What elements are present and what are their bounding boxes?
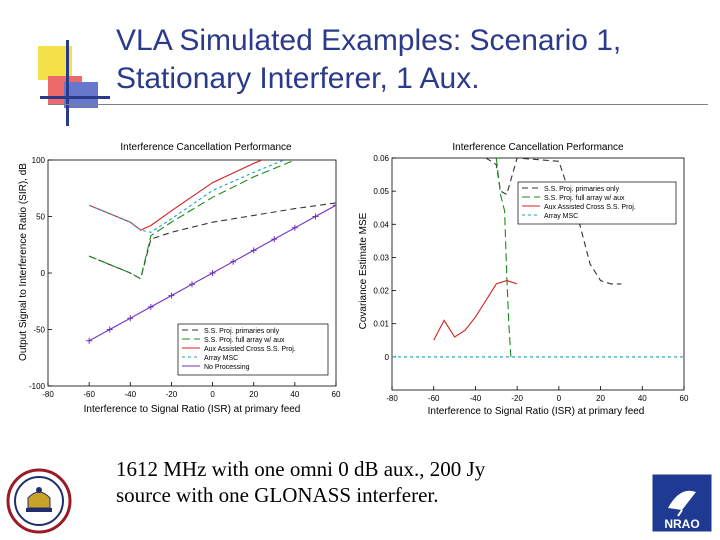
x-tick-label: 0 bbox=[557, 394, 562, 403]
data-point-marker bbox=[209, 270, 216, 276]
legend-label: Aux Assisted Cross S.S. Proj. bbox=[544, 204, 636, 211]
data-point-marker bbox=[147, 303, 154, 310]
data-point-marker bbox=[86, 337, 93, 344]
x-tick-label: -60 bbox=[83, 390, 95, 399]
y-tick-label: 0.06 bbox=[373, 154, 389, 163]
x-tick-label: -60 bbox=[428, 394, 440, 403]
data-point-marker bbox=[168, 292, 175, 299]
x-tick-label: -80 bbox=[42, 390, 54, 399]
legend-label: S.S. Proj. primaries only bbox=[544, 186, 620, 193]
data-point-marker bbox=[189, 281, 195, 288]
mse-chart: Interference Cancellation Performance Co… bbox=[358, 142, 689, 417]
y-tick-label: 50 bbox=[36, 213, 45, 222]
x-axis-label: Interference to Signal Ratio (ISR) at pr… bbox=[428, 406, 645, 417]
nrao-logo-icon: NRAO bbox=[652, 474, 712, 532]
chart-legend: S.S. Proj. primaries only S.S. Proj. full… bbox=[177, 323, 329, 376]
y-axis-label: Covariance Estimate MSE bbox=[358, 212, 369, 329]
legend-label: Array MSC bbox=[204, 355, 238, 362]
x-tick-label: 60 bbox=[680, 394, 689, 403]
data-point-marker bbox=[312, 213, 319, 220]
x-tick-label: 40 bbox=[638, 394, 647, 403]
title-line-1: VLA Simulated Examples: Scenario 1, bbox=[116, 24, 622, 57]
y-tick-label: 0 bbox=[41, 269, 46, 278]
y-tick-label: 0.05 bbox=[373, 187, 389, 196]
x-tick-label: 40 bbox=[290, 390, 299, 399]
y-axis-label: Output Signal to Interference Ratio (SIR… bbox=[18, 163, 29, 361]
vertical-rule-decoration bbox=[66, 40, 69, 126]
series-line bbox=[88, 160, 297, 280]
x-axis-label: Interference to Signal Ratio (ISR) at pr… bbox=[84, 404, 301, 415]
y-tick-label: 100 bbox=[32, 156, 46, 165]
legend-frame bbox=[177, 323, 329, 376]
data-point-marker bbox=[291, 224, 298, 231]
data-point-marker bbox=[271, 236, 278, 243]
horizontal-rule-decoration bbox=[40, 96, 110, 99]
slide-title: VLA Simulated Examples: Scenario 1, Stat… bbox=[116, 22, 706, 98]
series-line bbox=[433, 280, 518, 341]
legend-label: S.S. Proj. full array w/ aux bbox=[204, 337, 285, 344]
y-tick-label: 0.03 bbox=[373, 253, 389, 262]
x-tick-label: -40 bbox=[125, 390, 137, 399]
slide-caption: 1612 MHz with one omni 0 dB aux., 200 Jy… bbox=[116, 456, 596, 508]
y-tick-label: 0.04 bbox=[373, 220, 389, 229]
title-divider bbox=[48, 104, 708, 105]
caption-line-1: 1612 MHz with one omni 0 dB aux., 200 Jy bbox=[116, 457, 486, 481]
x-tick-label: 0 bbox=[210, 390, 215, 399]
legend-label: S.S. Proj. full array w/ aux bbox=[544, 195, 625, 202]
x-tick-label: -20 bbox=[511, 394, 523, 403]
chart-title: Interference Cancellation Performance bbox=[120, 142, 292, 153]
tick-labels: -80 -60 -40 -20 0 20 40 60 -100 -50 0 50 100 bbox=[29, 156, 341, 399]
series-line bbox=[88, 160, 286, 233]
y-tick-label: 0.02 bbox=[373, 287, 389, 296]
tick-labels: -80 -60 -40 -20 0 20 40 60 0 0.01 0.02 0.03 0.04 0.05… bbox=[373, 154, 689, 403]
data-point-marker bbox=[127, 315, 134, 322]
legend-label: S.S. Proj. primaries only bbox=[204, 328, 280, 335]
series-line bbox=[88, 202, 336, 280]
series-lines bbox=[392, 158, 684, 358]
y-tick-label: -50 bbox=[33, 326, 45, 335]
title-line-2: Stationary Interferer, 1 Aux. bbox=[116, 62, 480, 95]
data-point-marker bbox=[333, 202, 336, 209]
blue-square-decoration bbox=[64, 82, 98, 108]
caption-line-2: source with one GLONASS interferer. bbox=[116, 483, 439, 507]
x-tick-label: -80 bbox=[386, 394, 398, 403]
legend-frame bbox=[517, 181, 677, 225]
y-tick-label: -100 bbox=[29, 382, 46, 391]
sir-chart: Interference Cancellation Performance Ou… bbox=[18, 142, 341, 415]
nrao-logo-text: NRAO bbox=[664, 517, 699, 531]
y-tick-label: 0 bbox=[385, 353, 390, 362]
chart-legend: S.S. Proj. primaries only S.S. Proj. full… bbox=[517, 181, 677, 225]
x-tick-label: -40 bbox=[470, 394, 482, 403]
x-tick-label: 20 bbox=[249, 390, 258, 399]
x-tick-label: -20 bbox=[166, 390, 178, 399]
data-point-marker bbox=[106, 326, 113, 333]
legend-label: Array MSC bbox=[544, 213, 578, 220]
x-tick-label: 60 bbox=[332, 390, 341, 399]
x-tick-label: 20 bbox=[596, 394, 605, 403]
legend-label: No Processing bbox=[204, 364, 250, 371]
y-tick-label: 0.01 bbox=[373, 320, 389, 329]
legend-label: Aux Assisted Cross S.S. Proj. bbox=[204, 346, 296, 353]
series-line bbox=[495, 158, 512, 357]
chart-title: Interference Cancellation Performance bbox=[452, 142, 624, 153]
university-seal-icon bbox=[6, 468, 72, 534]
data-point-marker bbox=[250, 247, 257, 254]
data-point-marker bbox=[230, 258, 237, 265]
series-lines bbox=[86, 160, 336, 344]
